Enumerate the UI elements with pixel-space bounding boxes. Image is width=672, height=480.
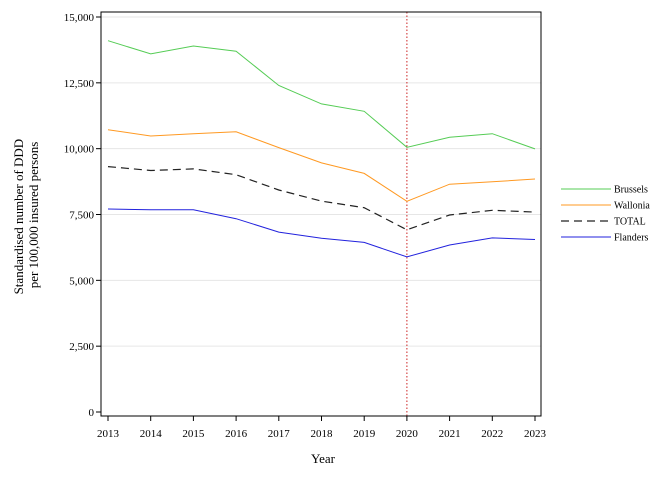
y-tick-label: 7,500 bbox=[69, 210, 94, 222]
x-tick-label: 2021 bbox=[439, 428, 461, 440]
x-tick-label: 2018 bbox=[311, 428, 334, 440]
series-line-wallonia bbox=[107, 129, 536, 202]
legend-label-flanders: Flanders bbox=[614, 233, 649, 244]
y-tick-label: 12,500 bbox=[64, 78, 95, 90]
x-tick-label: 2020 bbox=[396, 428, 419, 440]
x-tick-label: 2022 bbox=[481, 428, 503, 440]
y-axis-ticks: 0 2,500 5,000 7,500 10,000 12,500 15,000 bbox=[64, 12, 101, 419]
y-axis-title-line-2: per 100,000 insured persons bbox=[26, 142, 41, 289]
series-line-total bbox=[107, 166, 536, 231]
y-tick-label: 5,000 bbox=[69, 275, 94, 287]
legend-label-total: TOTAL bbox=[614, 217, 646, 228]
x-tick-label: 2016 bbox=[225, 428, 248, 440]
y-tick-label: 15,000 bbox=[64, 12, 95, 24]
legend-label-wallonia: Wallonia bbox=[614, 201, 650, 212]
legend-label-brussels: Brussels bbox=[614, 185, 648, 196]
y-axis-title: Standardised number of DDD per 100,000 i… bbox=[11, 136, 41, 295]
y-tick-label: 10,000 bbox=[64, 144, 95, 156]
legend: Brussels Wallonia TOTAL Flanders bbox=[561, 185, 650, 244]
y-tick-label: 0 bbox=[89, 407, 95, 419]
x-tick-label: 2023 bbox=[524, 428, 547, 440]
y-tick-label: 2,500 bbox=[69, 341, 94, 353]
x-axis-title: Year bbox=[311, 451, 336, 466]
series-line-brussels bbox=[107, 40, 536, 150]
gridlines bbox=[101, 16, 541, 347]
x-tick-label: 2015 bbox=[182, 428, 205, 440]
x-tick-label: 2019 bbox=[353, 428, 376, 440]
series-lines bbox=[107, 40, 536, 258]
y-axis-title-line-1: Standardised number of DDD bbox=[11, 139, 26, 295]
series-line-flanders bbox=[107, 208, 536, 258]
x-tick-label: 2014 bbox=[140, 428, 163, 440]
x-axis-ticks: 2013 2014 2015 2016 2017 2018 2019 2020 2021 2022… bbox=[97, 416, 547, 440]
x-tick-label: 2017 bbox=[268, 428, 291, 440]
x-tick-label: 2013 bbox=[97, 428, 120, 440]
